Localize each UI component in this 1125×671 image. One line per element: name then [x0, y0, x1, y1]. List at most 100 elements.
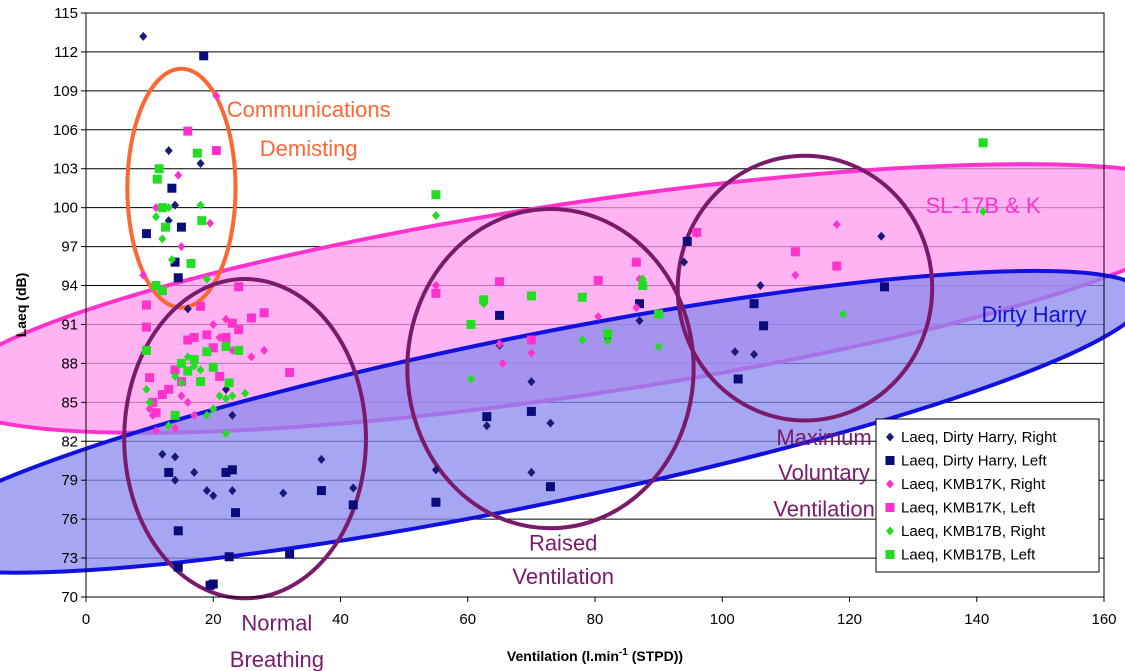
annotations: Communications Demisting SL-17B & K Dirty H…	[227, 97, 1087, 671]
laeq-dirty-harry-right-point	[183, 304, 192, 314]
laeq-kmb17k-right-point	[632, 303, 641, 313]
laeq-kmb17k-right-point	[174, 170, 183, 180]
laeq-kmb17k-left-point	[259, 308, 269, 318]
laeq-kmb17k-right-point	[139, 270, 148, 280]
annotation-dirty-harry: Dirty Harry	[981, 302, 1086, 327]
y-tick-label: 103	[53, 161, 78, 178]
laeq-kmb17b-left-point	[152, 174, 162, 184]
laeq-dirty-harry-left-point	[176, 222, 186, 232]
laeq-kmb17k-left-point	[246, 313, 256, 323]
laeq-kmb17b-left-point	[577, 292, 587, 302]
laeq-dirty-harry-left-point	[482, 412, 492, 422]
laeq-dirty-harry-right-point	[635, 316, 644, 326]
y-tick-label: 94	[61, 278, 78, 295]
laeq-dirty-harry-right-point	[190, 467, 199, 477]
laeq-kmb17b-left-point	[479, 295, 489, 305]
laeq-kmb17k-left-point	[593, 275, 603, 285]
laeq-kmb17k-left-point	[221, 332, 231, 342]
laeq-dirty-harry-left-point	[199, 51, 209, 61]
legend-label-laeq-kmb17b-right: Laeq, KMB17B, Right	[901, 523, 1046, 540]
laeq-kmb17b-left-point	[224, 378, 234, 388]
laeq-kmb17b-right-point	[145, 397, 154, 407]
legend-marker-laeq-kmb17b-right	[886, 526, 894, 536]
laeq-kmb17k-right-point	[190, 410, 199, 420]
annotation-communications: Communications	[227, 97, 391, 122]
legend: Laeq, Dirty Harry, Right Laeq, Dirty Harr…	[875, 418, 1100, 573]
laeq-kmb17k-right-point	[495, 339, 504, 349]
legend-marker-laeq-kmb17k-right	[886, 479, 894, 489]
annotation-demisting: Demisting	[260, 136, 358, 161]
laeq-dirty-harry-right-point	[546, 418, 555, 428]
laeq-dirty-harry-left-point	[316, 486, 326, 496]
laeq-dirty-harry-left-point	[285, 549, 295, 559]
laeq-kmb17b-left-point	[208, 362, 218, 372]
laeq-kmb17b-right-point	[167, 255, 176, 265]
annotation-voluntary: Voluntary	[778, 460, 870, 485]
laeq-dirty-harry-left-point	[526, 406, 536, 416]
laeq-kmb17k-left-point	[208, 343, 218, 353]
laeq-kmb17b-left-point	[978, 138, 988, 148]
legend-label-laeq-kmb17b-left: Laeq, KMB17B, Left	[901, 547, 1036, 564]
laeq-dirty-harry-right-point	[680, 257, 689, 267]
laeq-dirty-harry-left-point	[164, 467, 174, 477]
laeq-kmb17k-right-point	[247, 352, 256, 362]
ellipse-normal-breathing	[122, 277, 368, 601]
y-tick-label: 112	[54, 44, 78, 61]
laeq-kmb17k-left-point	[227, 318, 237, 328]
laeq-dirty-harry-left-point	[205, 580, 215, 590]
legend-box	[875, 418, 1100, 573]
laeq-dirty-harry-right-point	[527, 467, 536, 477]
laeq-kmb17b-right-point	[177, 378, 186, 388]
laeq-kmb17b-right-point	[603, 336, 612, 346]
laeq-kmb17b-left-point	[638, 281, 648, 291]
laeq-dirty-harry-left-point	[224, 552, 234, 562]
laeq-kmb17k-left-point	[183, 126, 193, 136]
outline-ellipses	[122, 66, 935, 601]
laeq-kmb17k-left-point	[790, 247, 800, 257]
laeq-dirty-harry-left-point	[167, 183, 177, 193]
laeq-kmb17k-right-point	[791, 270, 800, 280]
laeq-dirty-harry-right-point	[164, 146, 173, 156]
laeq-kmb17b-right-point	[196, 365, 205, 375]
laeq-kmb17k-left-point	[183, 335, 193, 345]
laeq-kmb17k-left-point	[631, 257, 641, 267]
laeq-kmb17k-left-point	[164, 384, 174, 394]
y-tick-label: 109	[53, 83, 78, 100]
laeq-kmb17k-left-point	[234, 282, 244, 292]
data-points	[139, 31, 988, 590]
laeq-kmb17b-left-point	[431, 190, 441, 200]
laeq-dirty-harry-left-point	[545, 482, 555, 492]
laeq-dirty-harry-right-point	[158, 449, 167, 459]
laeq-kmb17k-left-point	[431, 288, 441, 298]
legend-label-laeq-kmb17k-left: Laeq, KMB17K, Left	[901, 500, 1036, 517]
laeq-kmb17k-left-point	[141, 300, 151, 310]
laeq-dirty-harry-left-point	[141, 229, 151, 239]
laeq-kmb17b-right-point	[221, 393, 230, 403]
laeq-dirty-harry-right-point	[431, 465, 440, 475]
laeq-dirty-harry-left-point	[431, 497, 441, 507]
laeq-kmb17b-left-point	[202, 347, 212, 357]
laeq-dirty-harry-left-point	[221, 467, 231, 477]
laeq-kmb17b-left-point	[161, 222, 171, 232]
laeq-kmb17k-left-point	[145, 373, 155, 383]
x-tick-label: 120	[837, 611, 862, 628]
laeq-kmb17k-right-point	[498, 358, 507, 368]
laeq-kmb17b-left-point	[189, 355, 199, 365]
annotation-ventilation: Ventilation	[773, 497, 875, 522]
y-tick-label: 97	[61, 239, 78, 256]
laeq-kmb17k-right-point	[171, 423, 180, 433]
x-tick-label: 100	[710, 611, 735, 628]
laeq-dirty-harry-right-point	[139, 31, 148, 41]
x-tick-label: 40	[332, 611, 349, 628]
laeq-kmb17b-left-point	[526, 291, 536, 301]
x-tick-label: 60	[459, 611, 476, 628]
laeq-kmb17b-right-point	[979, 207, 988, 217]
laeq-kmb17b-left-point	[221, 342, 231, 352]
laeq-kmb17b-right-point	[202, 410, 211, 420]
laeq-dirty-harry-left-point	[733, 374, 743, 384]
laeq-dirty-harry-left-point	[759, 321, 769, 331]
laeq-kmb17k-left-point	[211, 146, 221, 156]
laeq-dirty-harry-left-point	[879, 282, 889, 292]
legend-marker-laeq-dirty-harry-left	[885, 456, 895, 465]
laeq-kmb17b-left-point	[183, 366, 193, 376]
